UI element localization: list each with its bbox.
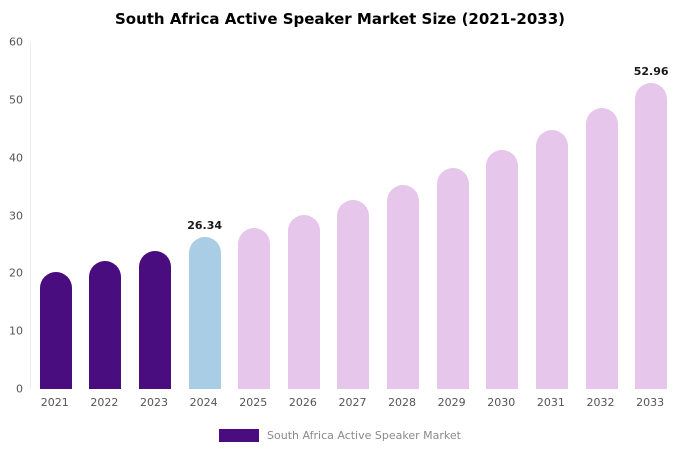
bar-slot-2026 xyxy=(279,42,329,389)
y-tick-40: 40 xyxy=(9,151,23,165)
bar-2029 xyxy=(436,167,469,389)
bar-2026 xyxy=(287,214,320,389)
x-axis: 2021 2022 2023 2024 2025 2026 2027 2028 2029 2030… xyxy=(30,396,675,409)
x-label-2027: 2027 xyxy=(338,396,367,409)
bar-2022 xyxy=(89,261,122,389)
bar-slot-2021 xyxy=(31,42,81,389)
bar-2025 xyxy=(238,227,271,389)
bar-slot-2025 xyxy=(229,42,279,389)
value-label-2024: 26.34 xyxy=(187,218,223,232)
bar-slot-2022 xyxy=(81,42,131,389)
bar-slot-2032 xyxy=(577,42,627,389)
legend: South Africa Active Speaker Market xyxy=(0,429,680,442)
bar-slot-2031 xyxy=(527,42,577,389)
x-label-2033: 2033 xyxy=(636,396,665,409)
y-tick-30: 30 xyxy=(9,209,23,222)
bar-slot-2027 xyxy=(329,42,379,389)
bar-slot-2024: 26.34 xyxy=(180,42,230,389)
x-label-2023: 2023 xyxy=(140,396,169,409)
bar-2024 xyxy=(188,236,221,389)
bar-2033 xyxy=(635,82,668,389)
plot-area: 26.34 52.96 xyxy=(30,42,676,389)
y-tick-0: 0 xyxy=(16,382,23,396)
x-label-2021: 2021 xyxy=(40,396,69,409)
bar-slot-2030 xyxy=(477,42,527,389)
value-label-2033: 52.96 xyxy=(633,64,669,78)
bar-slot-2029 xyxy=(428,42,478,389)
x-label-2032: 2032 xyxy=(586,396,615,409)
y-tick-50: 50 xyxy=(9,93,23,107)
y-tick-10: 10 xyxy=(9,324,23,338)
bar-slot-2028 xyxy=(378,42,428,389)
chart-title: South Africa Active Speaker Market Size … xyxy=(114,10,566,28)
bar-2030 xyxy=(486,149,519,389)
x-label-2024: 2024 xyxy=(189,396,218,409)
x-label-2028: 2028 xyxy=(388,396,417,409)
bar-slot-2023 xyxy=(130,42,180,389)
x-label-2031: 2031 xyxy=(536,396,565,409)
y-axis: 0 10 20 30 40 50 60 xyxy=(0,37,26,395)
bar-2032 xyxy=(585,107,618,389)
bar-slot-2033: 52.96 xyxy=(626,42,676,389)
bar-2021 xyxy=(39,271,72,389)
x-label-2022: 2022 xyxy=(90,396,119,409)
legend-label: South Africa Active Speaker Market xyxy=(267,429,461,442)
bar-2028 xyxy=(387,184,420,389)
bar-2023 xyxy=(139,250,172,389)
y-tick-60: 60 xyxy=(9,35,23,49)
x-label-2030: 2030 xyxy=(487,396,516,409)
x-label-2025: 2025 xyxy=(239,396,268,409)
x-label-2029: 2029 xyxy=(437,396,466,409)
bar-2027 xyxy=(337,200,370,389)
y-tick-20: 20 xyxy=(9,266,23,280)
legend-swatch xyxy=(219,429,260,442)
bar-2031 xyxy=(535,129,568,389)
x-label-2026: 2026 xyxy=(288,396,317,409)
